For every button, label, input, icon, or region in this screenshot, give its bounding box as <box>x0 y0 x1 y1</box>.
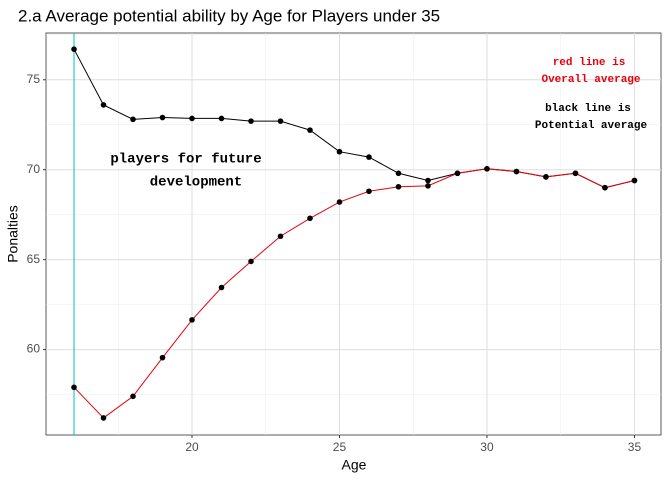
point <box>100 102 107 108</box>
chart-title: 2.a Average potential ability by Age for… <box>18 6 440 25</box>
point <box>159 354 166 361</box>
point <box>71 384 77 391</box>
point <box>130 393 136 400</box>
x-tick-label: 35 <box>628 440 642 454</box>
x-tick-label: 20 <box>185 440 199 454</box>
point <box>366 154 372 160</box>
point <box>395 170 402 177</box>
point <box>366 188 372 195</box>
y-axis-label: Ponalties <box>5 205 21 263</box>
annotation: Overall average <box>541 74 640 86</box>
point <box>336 148 343 155</box>
point <box>218 284 225 291</box>
point <box>248 118 254 124</box>
point <box>307 215 313 222</box>
annotation: players for future <box>110 152 261 168</box>
point <box>307 127 313 133</box>
point <box>71 46 77 52</box>
point <box>572 170 579 177</box>
point <box>130 116 136 123</box>
point <box>189 115 195 122</box>
y-tick-label: 75 <box>27 72 41 86</box>
y-tick-label: 65 <box>27 252 41 266</box>
point <box>631 177 638 184</box>
y-tick-label: 60 <box>27 342 41 356</box>
x-axis-label: Age <box>342 457 367 473</box>
y-tick-label: 70 <box>27 162 41 176</box>
point <box>454 170 461 177</box>
point <box>277 118 284 124</box>
point <box>189 317 195 323</box>
plot-border <box>45 32 662 436</box>
point <box>425 177 431 184</box>
point <box>425 183 431 189</box>
annotation: black line is <box>545 103 631 115</box>
x-tick-label: 30 <box>480 440 494 454</box>
annotation: Potential average <box>535 120 648 132</box>
point <box>218 115 225 122</box>
plot-area: 20 25 30 35 60 65 70 75 <box>27 32 662 454</box>
annotation: red line is <box>553 57 626 69</box>
point <box>100 415 107 421</box>
point <box>248 258 254 265</box>
point <box>277 233 284 240</box>
point <box>543 174 549 180</box>
annotation: development <box>150 175 242 191</box>
point <box>395 183 402 190</box>
point <box>602 184 608 191</box>
x-tick-label: 25 <box>333 440 347 454</box>
point <box>513 168 520 175</box>
point <box>336 199 343 205</box>
point <box>159 114 166 121</box>
series-line <box>73 168 635 419</box>
point <box>484 165 490 172</box>
